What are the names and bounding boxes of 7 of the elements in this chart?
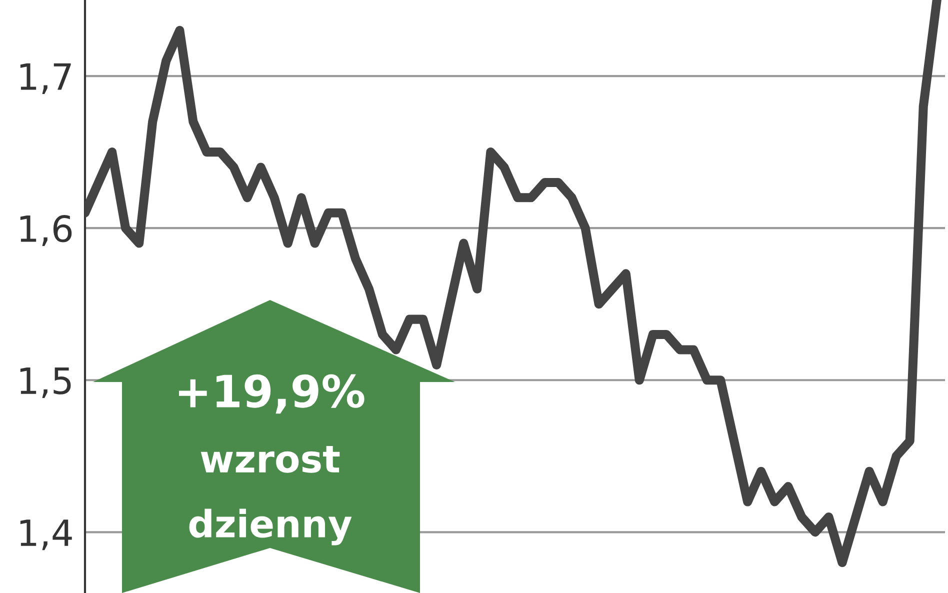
y-tick-label: 1,4 bbox=[20, 520, 72, 550]
annotation: dzienny bbox=[189, 508, 352, 546]
y-tick-label: 1,6 bbox=[20, 214, 72, 246]
y-tick-label: 1,7 bbox=[20, 63, 71, 94]
annotation: +19,9% bbox=[178, 374, 364, 414]
annotation: wzrost bbox=[200, 446, 340, 473]
y-tick-label: 1,5 bbox=[20, 368, 71, 398]
